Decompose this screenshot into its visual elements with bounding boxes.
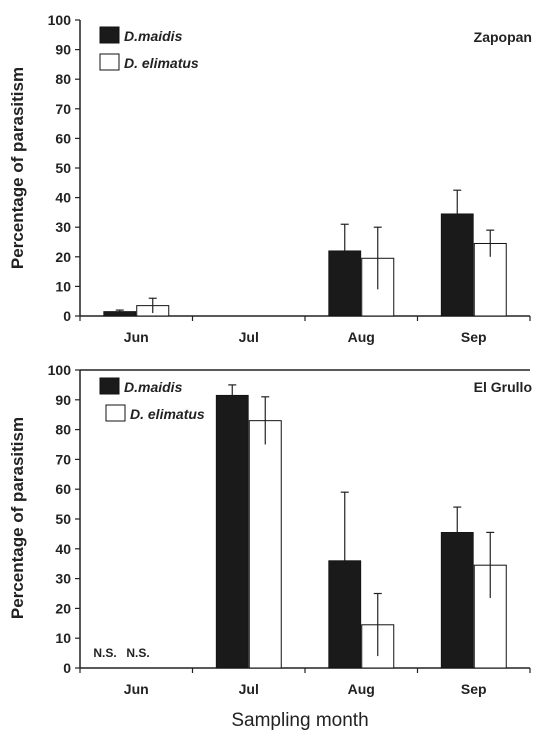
- y-tick-label: 30: [55, 571, 71, 587]
- bar-d-maidis: [328, 250, 362, 317]
- y-tick-label: 80: [55, 71, 71, 87]
- y-tick-label: 70: [55, 451, 71, 467]
- y-tick-label: 10: [55, 630, 71, 646]
- x-tick-label: Sep: [461, 681, 487, 697]
- y-tick-label: 20: [55, 249, 71, 265]
- bar-marks: [103, 189, 507, 317]
- panel-zapopan: 0 10 20 30 40 50 60 70 80 90 100 Jun Jul Aug Sep Perc…: [8, 12, 532, 345]
- x-tick-label: Jul: [239, 681, 259, 697]
- y-tick-label: 40: [55, 541, 71, 557]
- site-label: Zapopan: [474, 29, 532, 45]
- legend: D.maidis D. elimatus: [99, 26, 199, 71]
- y-axis-label: Percentage of parasitism: [8, 417, 27, 619]
- y-tick-label: 90: [55, 42, 71, 58]
- y-tick-label: 50: [55, 160, 71, 176]
- legend-swatch-d-elimatus: [99, 53, 120, 71]
- panel-el-grullo: 0 10 20 30 40 50 60 70 80 90 100 Jun Jul Aug Sep Perc…: [8, 362, 532, 697]
- x-tick-label: Aug: [348, 329, 375, 345]
- ns-annotation: N.S.: [126, 646, 149, 660]
- y-tick-label: 10: [55, 278, 71, 294]
- bar-d-maidis: [103, 311, 137, 317]
- y-tick-label: 20: [55, 600, 71, 616]
- y-tick-label: 100: [48, 362, 72, 378]
- legend-label-d-elimatus: D. elimatus: [130, 406, 205, 422]
- bar-marks: [215, 384, 507, 669]
- y-tick-label: 90: [55, 392, 71, 408]
- y-tick-label: 50: [55, 511, 71, 527]
- y-tick-label: 100: [48, 12, 72, 28]
- site-label: El Grullo: [474, 379, 532, 395]
- bar-d-elimatus: [248, 420, 282, 669]
- legend: D.maidis D. elimatus: [99, 377, 205, 422]
- x-tick-label: Jun: [124, 329, 149, 345]
- legend-swatch-d-maidis: [99, 26, 120, 44]
- legend-label-d-elimatus: D. elimatus: [124, 55, 199, 71]
- bar-d-maidis: [440, 213, 474, 317]
- x-tick-labels: Jun Jul Aug Sep: [79, 668, 531, 697]
- x-tick-label: Jul: [239, 329, 259, 345]
- ns-annotation: N.S.: [93, 646, 116, 660]
- y-tick-label: 40: [55, 190, 71, 206]
- x-tick-label: Sep: [461, 329, 487, 345]
- y-tick-label: 0: [63, 308, 71, 324]
- y-tick-label: 0: [63, 660, 71, 676]
- bar-d-maidis: [440, 532, 474, 669]
- y-tick-label: 70: [55, 101, 71, 117]
- legend-label-d-maidis: D.maidis: [124, 379, 183, 395]
- y-tick-label: 80: [55, 422, 71, 438]
- legend-swatch-d-elimatus: [105, 404, 126, 422]
- legend-label-d-maidis: D.maidis: [124, 28, 183, 44]
- bar-d-maidis: [328, 560, 362, 669]
- x-tick-label: Aug: [348, 681, 375, 697]
- y-tick-labels: 0 10 20 30 40 50 60 70 80 90 100: [48, 362, 80, 676]
- bar-d-maidis: [215, 394, 249, 669]
- x-tick-label: Jun: [124, 681, 149, 697]
- y-tick-label: 30: [55, 219, 71, 235]
- legend-swatch-d-maidis: [99, 377, 120, 395]
- y-tick-label: 60: [55, 481, 71, 497]
- y-tick-labels: 0 10 20 30 40 50 60 70 80 90 100: [48, 12, 80, 324]
- x-axis-label: Sampling month: [231, 710, 368, 731]
- x-tick-labels: Jun Jul Aug Sep: [79, 316, 531, 345]
- y-tick-label: 60: [55, 130, 71, 146]
- y-axis-label: Percentage of parasitism: [8, 67, 27, 269]
